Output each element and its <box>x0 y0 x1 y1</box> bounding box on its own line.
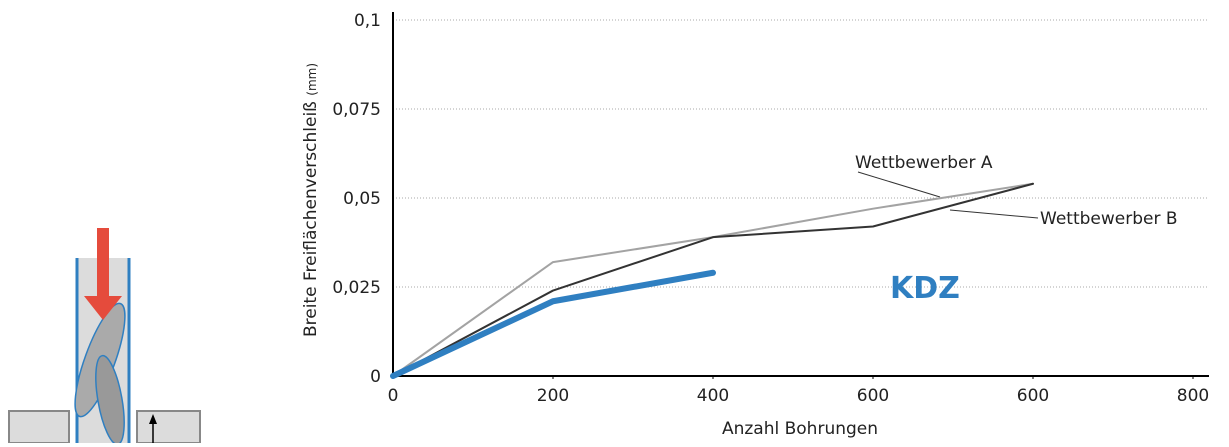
y-axis-title: Breite Freiflächenverschleiß <box>301 101 321 337</box>
x-tick-label: 400 <box>697 386 729 406</box>
drill-illustration <box>8 228 201 446</box>
x-axis-label: Anzahl Bohrungen <box>722 419 878 439</box>
y-tick-label: 0,075 <box>332 100 381 120</box>
series-label: Wettbewerber A <box>855 153 993 173</box>
x-tick-label: 600 <box>1017 386 1049 406</box>
y-axis-unit: (mm) <box>305 63 319 96</box>
x-tick-label: 800 <box>1177 386 1209 406</box>
x-tick-label: 0 <box>388 386 399 406</box>
y-tick-label: 0,05 <box>343 189 381 209</box>
series-line <box>392 182 1034 377</box>
y-tick-label: 0 <box>370 367 381 387</box>
leader-line <box>857 171 941 198</box>
x-tick-label: 600 <box>857 386 889 406</box>
x-tick-label: 200 <box>537 386 569 406</box>
series-label: KDZ <box>890 271 960 306</box>
y-axis-label: Breite Freiflächenverschleiß (mm) <box>301 63 321 337</box>
y-tick-label: 0,1 <box>354 11 381 31</box>
leader-line <box>949 209 1039 219</box>
series-label: Wettbewerber B <box>1040 209 1178 229</box>
y-tick-label: 0,025 <box>332 278 381 298</box>
